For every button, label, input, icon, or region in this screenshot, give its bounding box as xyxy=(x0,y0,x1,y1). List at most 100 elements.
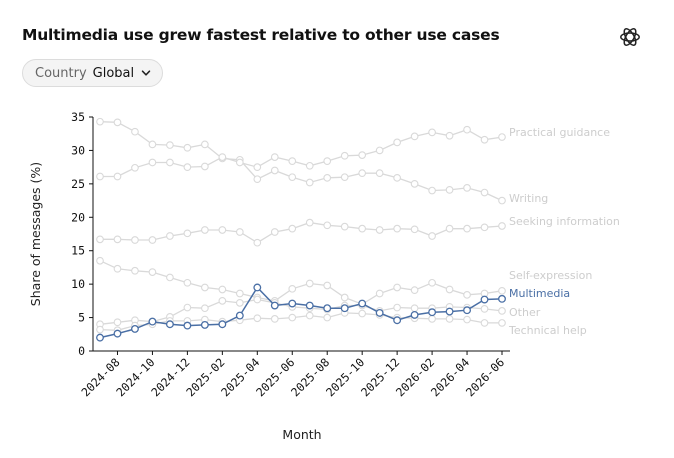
data-point xyxy=(410,286,419,295)
x-axis-title: Month xyxy=(282,427,321,442)
data-point xyxy=(323,173,332,182)
data-point xyxy=(375,226,384,234)
series-label: Multimedia xyxy=(509,287,570,300)
series-seeking-information: Seeking information xyxy=(96,215,620,247)
y-tick-label: 35 xyxy=(71,110,85,124)
data-point xyxy=(358,224,367,233)
data-point xyxy=(498,286,506,295)
data-point xyxy=(428,186,436,195)
data-point xyxy=(148,140,157,149)
data-point xyxy=(393,224,401,233)
data-point xyxy=(201,162,209,171)
data-point xyxy=(410,225,419,234)
data-point xyxy=(270,153,279,161)
series-practical-guidance: Practical guidance xyxy=(96,117,610,205)
series-line xyxy=(99,260,503,305)
country-value: Global xyxy=(92,65,135,81)
openai-logo-icon xyxy=(620,28,640,46)
data-point xyxy=(305,311,314,320)
data-point xyxy=(288,157,297,165)
data-point xyxy=(218,285,227,294)
data-point xyxy=(288,284,297,293)
data-point xyxy=(131,163,139,172)
data-point xyxy=(480,188,489,197)
data-point xyxy=(166,273,174,282)
data-point xyxy=(375,146,384,155)
data-point xyxy=(445,131,454,140)
data-point xyxy=(166,232,174,240)
data-point xyxy=(253,163,262,171)
data-point xyxy=(445,307,454,316)
data-point xyxy=(498,196,506,205)
y-axis-title: Share of messages (%) xyxy=(28,162,43,306)
chevron-down-icon xyxy=(141,70,151,76)
data-point xyxy=(165,320,174,329)
data-point xyxy=(113,318,122,327)
data-point xyxy=(288,299,297,308)
data-point xyxy=(166,158,174,167)
data-point xyxy=(218,320,227,329)
data-point xyxy=(96,235,104,244)
data-point xyxy=(183,278,192,287)
data-point xyxy=(375,289,384,298)
series-writing: Writing xyxy=(96,125,548,205)
data-point xyxy=(498,294,506,303)
data-point xyxy=(323,281,332,290)
x-axis: 2024-082024-102024-122025-022025-042025-… xyxy=(78,350,510,399)
data-point xyxy=(463,184,471,192)
data-point xyxy=(305,301,314,310)
data-point xyxy=(393,283,401,292)
data-point xyxy=(428,232,436,240)
data-point xyxy=(253,314,262,323)
data-point xyxy=(463,315,471,324)
data-point xyxy=(183,303,192,312)
data-point xyxy=(148,236,157,244)
data-point xyxy=(235,311,244,320)
data-point xyxy=(253,175,262,184)
data-point xyxy=(218,226,227,234)
data-point xyxy=(480,295,489,304)
data-point xyxy=(148,158,157,167)
data-point xyxy=(183,163,192,171)
data-point xyxy=(131,266,139,275)
data-point xyxy=(288,313,297,322)
data-point xyxy=(148,317,157,326)
data-point xyxy=(498,307,506,315)
data-point xyxy=(201,140,209,149)
data-point xyxy=(218,153,227,161)
data-point xyxy=(235,299,244,307)
data-point xyxy=(270,301,279,310)
data-point xyxy=(445,285,454,294)
data-point xyxy=(96,117,104,126)
data-point xyxy=(183,143,192,152)
data-point xyxy=(358,299,367,308)
data-point xyxy=(96,325,104,334)
y-tick-label: 10 xyxy=(71,277,85,291)
series-line xyxy=(100,221,503,244)
data-point xyxy=(323,304,332,313)
data-point xyxy=(480,319,489,327)
series-line xyxy=(100,128,503,178)
data-point xyxy=(393,138,401,147)
series-label: Practical guidance xyxy=(509,126,610,139)
country-dropdown[interactable]: Country Global xyxy=(22,59,164,87)
data-point xyxy=(410,304,419,313)
data-point xyxy=(113,172,122,181)
data-point xyxy=(218,297,227,305)
series-line xyxy=(99,121,503,202)
x-tick-label: 2026-06 xyxy=(463,355,507,399)
data-point xyxy=(410,310,419,319)
data-point xyxy=(166,141,174,149)
data-point xyxy=(131,324,139,333)
data-point xyxy=(131,127,139,136)
data-point xyxy=(463,290,471,299)
data-point xyxy=(235,228,244,236)
y-tick-label: 25 xyxy=(71,177,85,191)
data-point xyxy=(305,161,314,170)
data-point xyxy=(305,178,314,187)
series-label: Technical help xyxy=(508,324,587,337)
data-point xyxy=(498,222,506,230)
y-tick-label: 15 xyxy=(71,244,85,258)
data-point xyxy=(96,256,104,265)
